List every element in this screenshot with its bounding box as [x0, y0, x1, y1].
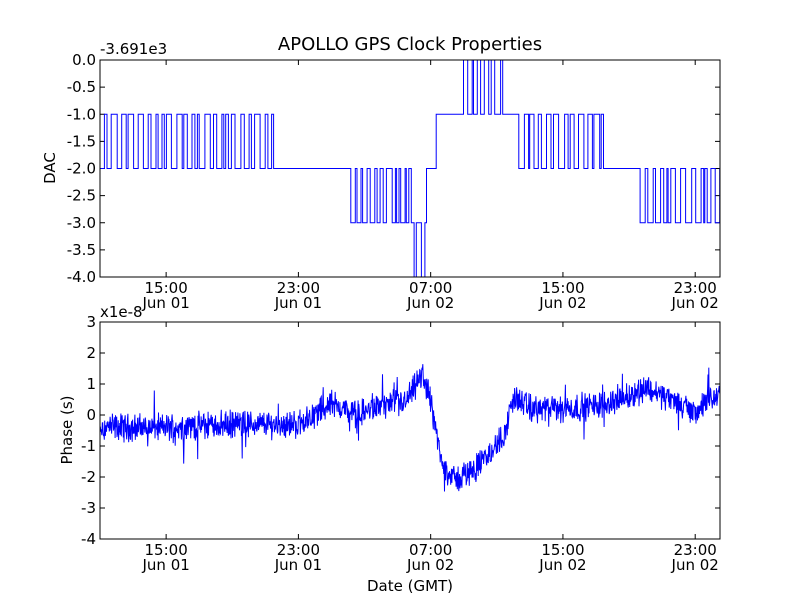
- x-axis-label: Date (GMT): [367, 577, 453, 595]
- phase-ytick-label: -3: [81, 499, 96, 517]
- dac-data-line: [100, 59, 721, 278]
- dac-ytick-label: -1.0: [67, 105, 96, 123]
- dac-panel: APOLLO GPS Clock Properties -3.691e3 DAC…: [41, 34, 721, 312]
- phase-data-line: [99, 364, 721, 492]
- dac-xtick-time: 07:00: [409, 279, 452, 297]
- dac-xtick-time: 23:00: [674, 279, 717, 297]
- dac-xtick-date: Jun 01: [141, 294, 189, 312]
- dac-series: [100, 59, 721, 278]
- phase-series: [99, 364, 721, 492]
- phase-xtick-time: 15:00: [541, 541, 584, 559]
- chart-title: APOLLO GPS Clock Properties: [278, 34, 542, 55]
- phase-xtick-date: Jun 02: [671, 556, 719, 574]
- dac-ticks: 0.0 -0.5 -1.0 -1.5 -2.0 -2.5 -3.0 -3.5 -4.0 15:00…: [67, 51, 720, 312]
- dac-xtick-date: Jun 02: [406, 294, 454, 312]
- dac-ytick-label: -2.5: [67, 187, 96, 205]
- phase-xtick-date: Jun 02: [538, 556, 586, 574]
- dac-y-axis-label: DAC: [41, 152, 59, 184]
- phase-ytick-label: -1: [81, 437, 96, 455]
- dac-xtick-date: Jun 02: [538, 294, 586, 312]
- dac-xtick-date: Jun 01: [274, 294, 322, 312]
- phase-xtick-date: Jun 02: [406, 556, 454, 574]
- phase-y-axis-label: Phase (s): [58, 395, 76, 464]
- dac-xtick-date: Jun 02: [671, 294, 719, 312]
- phase-plot-frame: [99, 321, 721, 540]
- phase-ytick-label: -2: [81, 468, 96, 486]
- phase-panel: x1e-8 Phase (s) Date (GMT) 3 2 1 0 -1 -2 -3 -4 1…: [58, 303, 721, 595]
- phase-xtick-date: Jun 01: [141, 556, 189, 574]
- phase-offset-label: x1e-8: [100, 303, 143, 321]
- dac-plot-frame: [99, 59, 721, 278]
- phase-ytick-label: 3: [86, 313, 96, 331]
- phase-xtick-date: Jun 01: [274, 556, 322, 574]
- phase-xtick-time: 15:00: [145, 541, 188, 559]
- dac-xtick-time: 15:00: [145, 279, 188, 297]
- dac-xtick-time: 15:00: [541, 279, 584, 297]
- dac-ytick-label: -1.5: [67, 132, 96, 150]
- phase-xtick-time: 23:00: [674, 541, 717, 559]
- dac-ytick-label: -2.0: [67, 160, 96, 178]
- phase-ytick-label: 2: [86, 344, 96, 362]
- dac-ytick-label: -0.5: [67, 78, 96, 96]
- phase-ytick-label: 1: [86, 375, 96, 393]
- phase-ytick-label: -4: [81, 530, 96, 548]
- phase-xtick-time: 23:00: [277, 541, 320, 559]
- phase-ytick-label: 0: [86, 406, 96, 424]
- dac-ytick-label: -4.0: [67, 268, 96, 286]
- dac-ytick-label: -3.5: [67, 241, 96, 259]
- dac-ytick-label: 0.0: [72, 51, 96, 69]
- dac-ytick-label: -3.0: [67, 214, 96, 232]
- dac-offset-label: -3.691e3: [100, 40, 167, 58]
- dac-xtick-time: 23:00: [277, 279, 320, 297]
- phase-xtick-time: 07:00: [409, 541, 452, 559]
